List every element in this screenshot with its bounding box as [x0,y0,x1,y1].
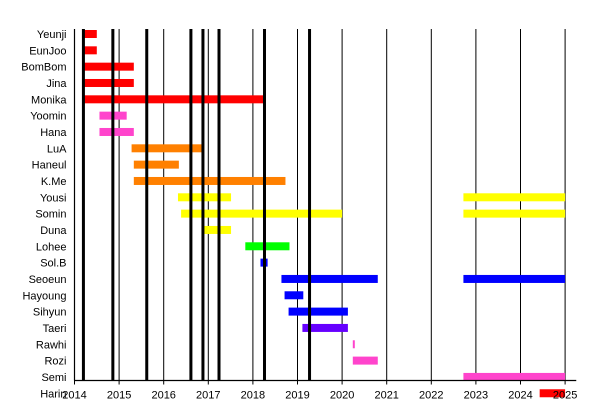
x-tick-label: 2014 [62,390,86,400]
year-gridlines [74,29,566,385]
x-tick-label: 2016 [151,390,175,400]
y-label: Taeri [43,323,67,335]
y-label: BomBom [21,62,66,74]
y-label: Yoomin [30,111,66,123]
y-label: K.Me [41,176,67,188]
x-tick-label: 2019 [285,390,309,400]
y-label: Rawhi [36,339,67,351]
bar-kme-1 [133,176,286,185]
y-label: Yeunji [37,29,67,41]
bar-somin-2 [463,209,566,218]
y-label: Seoeun [29,274,67,286]
x-tick-label: 2025 [553,390,577,400]
x-tick-label: 2022 [419,390,443,400]
bar-yeunji-1 [83,30,97,38]
bar-lohee-1 [245,242,290,251]
y-label: Somin [35,209,66,221]
bar-rozi-1 [352,356,378,365]
bar-taeri-1 [302,323,348,332]
bar-hayoung-1 [284,291,304,300]
y-label: Yousi [40,192,67,204]
event-lines [81,29,312,381]
bar-duna-1 [202,225,232,234]
bar-rawhi-1 [352,340,355,349]
y-label: Hana [40,127,67,139]
bar-lua-1 [131,144,204,153]
y-label: Jina [46,78,67,90]
y-label: Sihyun [33,307,67,319]
x-tick-label: 2020 [330,390,354,400]
y-label: Sol.B [40,258,66,270]
bar-sihyun-1 [288,307,348,316]
y-label: Monika [31,94,67,106]
bar-seoeun-2 [463,274,566,283]
axes [73,29,577,382]
bar-eunjoo-1 [83,46,97,55]
x-tick-label: 2024 [508,390,532,400]
bar-somin-1 [181,209,343,218]
bar-yousi-2 [463,193,566,202]
bar-harin-1 [539,389,566,398]
y-axis-labels: Yeunji EunJoo BomBom Jina Monika Yoomin Hana Lu… [21,29,67,400]
x-tick-label: 2017 [196,390,220,400]
bar-hana-1 [99,127,134,136]
bar-bombom-1 [83,62,134,71]
y-label: Harin [40,388,66,400]
y-label: Rozi [44,356,66,368]
y-label: Lohee [36,241,67,253]
bar-seoeun-1 [281,274,378,283]
y-label: LuA [47,143,67,155]
membership-bars [83,30,566,398]
x-tick-label: 2018 [241,390,265,400]
x-axis-labels: 2014 2015 2016 2017 2018 2019 2020 2021 2022 2023… [62,390,577,400]
bar-yousi-1 [177,193,232,202]
y-label: Haneul [32,160,67,172]
x-tick-label: 2015 [107,390,131,400]
y-label: Hayoung [22,290,66,302]
bar-jina-1 [83,78,134,87]
bar-haneul-1 [133,160,179,169]
x-tick-label: 2023 [464,390,488,400]
bar-semi-1 [463,372,566,381]
y-label: EunJoo [29,45,66,57]
x-tick-label: 2021 [374,390,398,400]
y-label: Duna [40,225,67,237]
bar-monika-1 [83,95,264,104]
y-label: Semi [41,372,66,384]
